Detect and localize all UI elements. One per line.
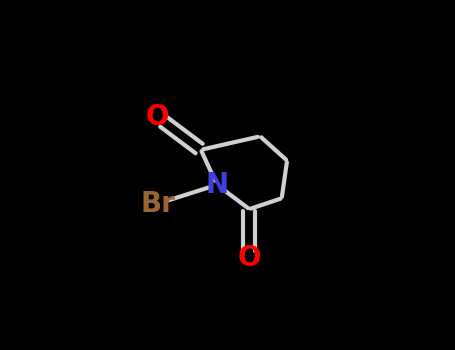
Text: N: N	[206, 171, 228, 199]
Text: O: O	[238, 244, 261, 272]
Text: O: O	[146, 104, 169, 132]
Text: Br: Br	[140, 190, 175, 218]
